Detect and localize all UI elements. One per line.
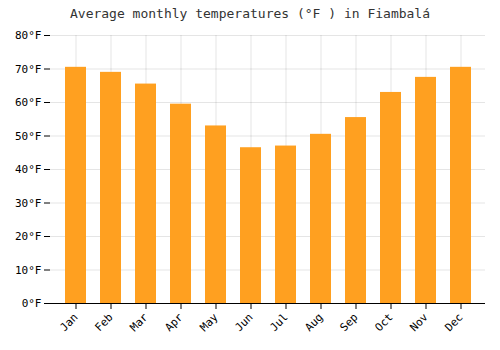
svg-text:Mar: Mar <box>127 310 151 334</box>
svg-text:Sep: Sep <box>337 311 360 334</box>
svg-text:Oct: Oct <box>372 311 395 334</box>
svg-text:10°F: 10°F <box>15 264 42 277</box>
svg-text:40°F: 40°F <box>15 163 42 176</box>
svg-text:70°F: 70°F <box>15 63 42 76</box>
svg-text:May: May <box>197 310 221 334</box>
svg-text:Feb: Feb <box>92 311 115 334</box>
svg-text:30°F: 30°F <box>15 197 42 210</box>
svg-text:80°F: 80°F <box>15 29 42 42</box>
svg-text:Apr: Apr <box>162 310 186 334</box>
svg-text:Jan: Jan <box>57 311 80 334</box>
svg-text:Jul: Jul <box>267 311 290 334</box>
html-text:Average monthly temperatures (: Average monthly temperatures (°F ) in Fi… <box>70 6 430 21</box>
svg-text:0°F: 0°F <box>22 297 42 310</box>
svg-text:Dec: Dec <box>442 311 465 334</box>
svg-text:Nov: Nov <box>407 310 431 334</box>
svg-text:Jun: Jun <box>232 311 255 334</box>
svg-text:20°F: 20°F <box>15 230 42 243</box>
svg-text:50°F: 50°F <box>15 130 42 143</box>
svg-text:60°F: 60°F <box>15 96 42 109</box>
svg-text:Aug: Aug <box>302 311 325 334</box>
